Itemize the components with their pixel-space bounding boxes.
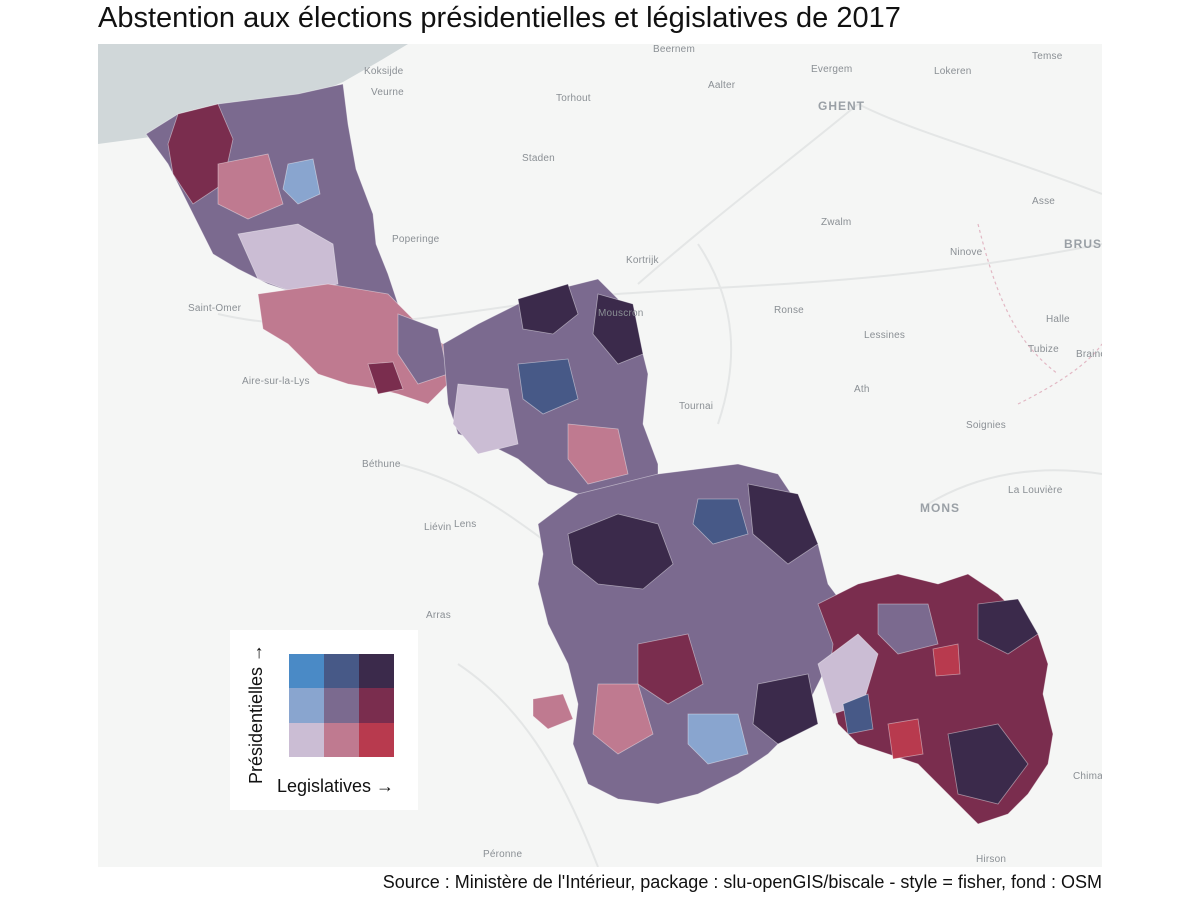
- place-label: Soignies: [966, 420, 1006, 431]
- place-label: Lessines: [864, 330, 906, 341]
- place-label: Beernem: [653, 44, 695, 55]
- region-lille-blue: [517, 358, 579, 415]
- place-label: Evergem: [811, 64, 853, 75]
- place-label: La Louvière: [1008, 485, 1063, 496]
- region-south-central-blue: [692, 498, 749, 545]
- place-label: Tournai: [679, 401, 714, 412]
- region-south-central-blue2: [687, 713, 749, 765]
- place-label: Ath: [854, 384, 870, 395]
- region-east-dark2: [977, 598, 1039, 655]
- place-label: Asse: [1032, 196, 1056, 207]
- region-north-coast-blue: [282, 158, 321, 205]
- region-south-central-dark3: [752, 673, 819, 745]
- place-label: BRUS: [1064, 237, 1102, 251]
- region-north-coast-light: [237, 223, 339, 295]
- place-label: Lens: [454, 519, 477, 530]
- region-south-central-dark2: [747, 483, 819, 565]
- bivariate-legend: Présidentielles → Legislatives →: [230, 630, 418, 810]
- place-label: Aalter: [708, 80, 736, 91]
- region-lille-light: [452, 383, 519, 455]
- region-lille-dark: [517, 283, 579, 335]
- region-small-lobe: [532, 693, 574, 730]
- place-label: Braine: [1076, 349, 1102, 360]
- legend-cell: [289, 688, 324, 723]
- place-label: Péronne: [483, 849, 523, 860]
- place-label: Liévin: [424, 522, 452, 533]
- region-north-coast-red: [217, 153, 284, 220]
- legend-cell: [324, 688, 359, 723]
- legend-cell: [289, 654, 324, 689]
- region-west-lobe-dark: [367, 361, 404, 395]
- place-label: MONS: [920, 501, 960, 515]
- region-south-central-dark: [567, 513, 674, 590]
- source-caption: Source : Ministère de l'Intérieur, packa…: [382, 872, 1102, 892]
- legend-cell: [324, 722, 359, 757]
- region-east-dark: [947, 723, 1029, 805]
- place-label: Arras: [426, 610, 451, 621]
- place-label: Koksijde: [364, 66, 404, 77]
- region-south-central-red: [637, 633, 704, 705]
- place-label: Saint-Omer: [188, 303, 242, 314]
- place-label: Mouscron: [598, 308, 644, 319]
- legend-y-axis-label: Présidentielles →: [246, 643, 266, 784]
- region-east-purple: [877, 603, 939, 655]
- legend-cell: [324, 654, 359, 689]
- region-south-central-pink: [592, 683, 654, 755]
- legend-x-axis-label: Legislatives →: [277, 776, 395, 796]
- place-label: GHENT: [818, 99, 865, 113]
- region-west-lobe: [257, 283, 449, 405]
- place-label: Ronse: [774, 305, 804, 316]
- place-label: Temse: [1032, 51, 1063, 62]
- place-label: Kortrijk: [626, 255, 659, 266]
- legend-cell: [359, 722, 394, 757]
- region-east-light: [817, 633, 879, 715]
- choropleth-regions: [145, 83, 1054, 825]
- place-label: Béthune: [362, 459, 401, 470]
- region-east-blue: [842, 693, 874, 735]
- border-lines: [977, 223, 1102, 405]
- place-label: Halle: [1046, 314, 1070, 325]
- place-label: Ninove: [950, 247, 983, 258]
- place-label: Staden: [522, 153, 555, 164]
- legend-cell: [359, 654, 394, 689]
- region-lille-darkred: [592, 293, 644, 365]
- place-label: Veurne: [371, 87, 404, 98]
- place-label: Chima: [1073, 771, 1102, 782]
- basemap-svg: [98, 44, 1102, 867]
- place-label: Tubize: [1028, 344, 1059, 355]
- place-label: Lokeren: [934, 66, 972, 77]
- legend-cell: [359, 688, 394, 723]
- region-lille-pink: [567, 423, 629, 485]
- legend-cell: [289, 722, 324, 757]
- legend-color-grid: [289, 654, 394, 757]
- region-west-lobe-purple: [397, 313, 449, 385]
- place-label: Poperinge: [392, 234, 440, 245]
- map-title: Abstention aux élections présidentielles…: [98, 2, 901, 34]
- region-east-red: [887, 718, 924, 760]
- place-label: Torhout: [556, 93, 591, 104]
- place-label: Zwalm: [821, 217, 852, 228]
- region-north-coast-dark: [167, 103, 234, 205]
- place-label: Hirson: [976, 854, 1007, 865]
- region-east-red2: [932, 643, 961, 677]
- place-label: Aire-sur-la-Lys: [242, 376, 310, 387]
